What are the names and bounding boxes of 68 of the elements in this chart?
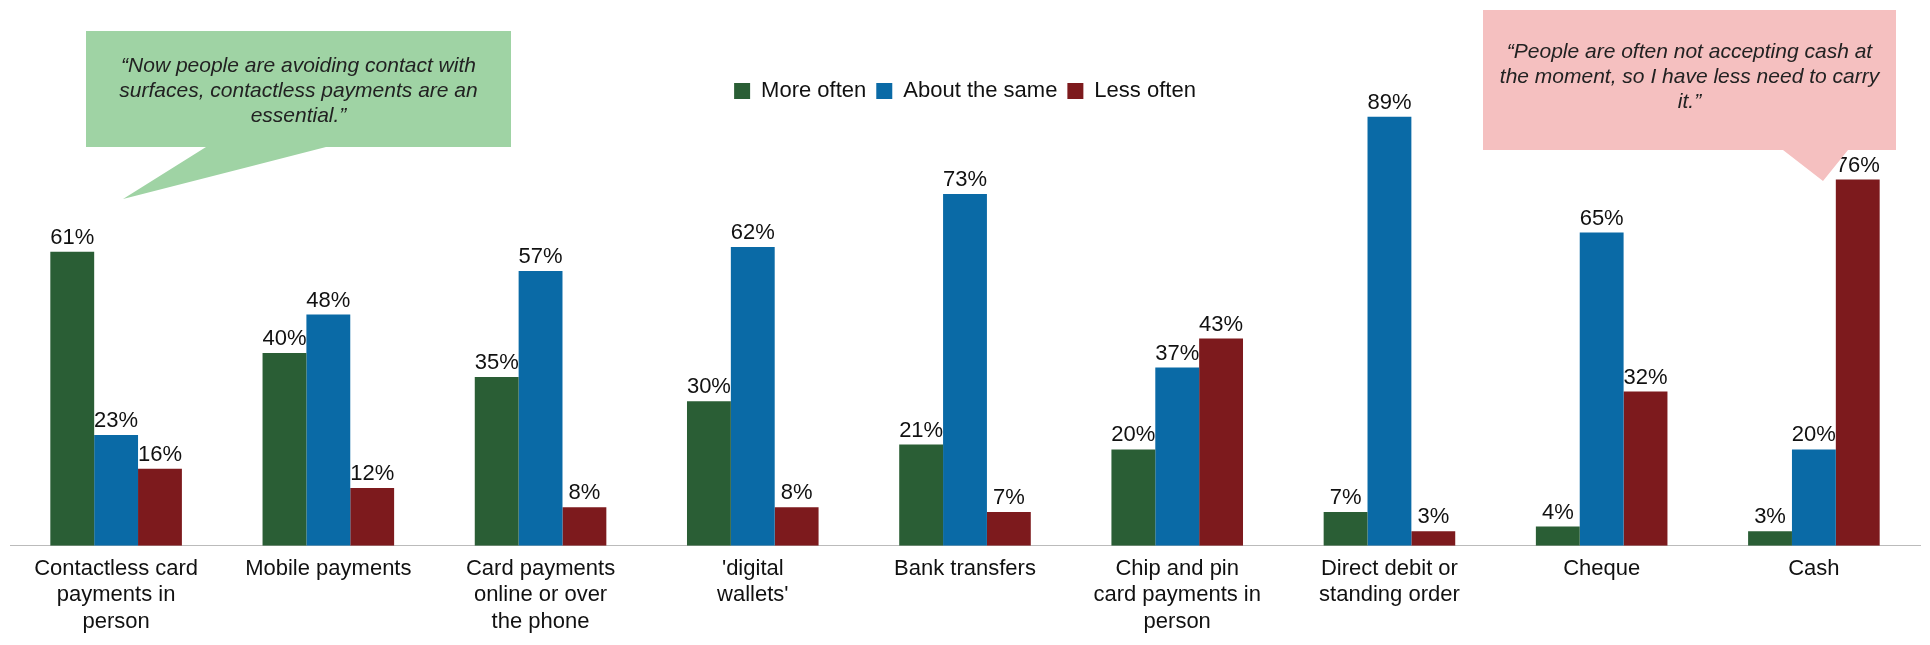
bar [1535,526,1580,546]
bar [1579,232,1624,546]
bar [1367,116,1412,546]
data-label: 48% [306,286,351,312]
bar [1623,391,1668,546]
data-label: 4% [1541,498,1574,524]
bar [562,507,607,546]
data-label: 32% [1623,363,1668,389]
data-label: 21% [899,416,944,442]
data-label: 20% [1791,421,1836,447]
bar [1111,449,1156,546]
data-label: 37% [1155,339,1200,365]
data-label: 61% [50,223,95,249]
data-label: 3% [1754,503,1786,529]
annotation: “Now people are avoiding contact with surfaces, contactless payments are an essential.” [118,51,479,128]
bar [262,353,307,546]
data-label: 7% [1329,484,1362,510]
bar [1323,512,1368,546]
data-label: 23% [94,407,139,432]
legend-label: More often [761,77,867,103]
data-label: 12% [350,460,395,486]
legend-label: About the same [903,77,1058,103]
bar [899,444,944,546]
data-label: 40% [262,325,307,351]
bar [474,377,519,546]
x-tick-label: Chip and pin card payments in person [1093,555,1261,633]
bar [1748,531,1792,546]
x-tick-label: Bank transfers [894,555,1036,581]
data-label: 73% [942,166,988,191]
data-label: 57% [518,243,563,269]
legend-label: Less often [1094,77,1196,103]
bar [1791,449,1836,546]
bar [1835,179,1880,546]
x-tick-label: Card payments online or over the phone [465,555,616,633]
bar [350,487,395,546]
bar [730,246,775,546]
bar [1199,338,1244,546]
bar [774,507,819,546]
data-label: 20% [1111,421,1156,447]
bar [943,193,987,546]
bar [1155,367,1200,546]
data-label: 89% [1367,88,1412,114]
bar [686,401,731,546]
bar [986,512,1031,546]
bar [306,314,351,546]
bar [518,271,563,546]
data-label: 16% [137,440,182,466]
data-label: 8% [780,479,813,505]
data-label: 35% [474,349,519,375]
x-tick-label: Cheque [1563,555,1641,581]
bar [94,434,139,546]
x-tick-label: Mobile payments [245,555,412,581]
text: “People are often not accepting cash at the moment, so I have less need to carry it.” [1498,37,1881,114]
x-tick-label: Direct debit or standing order [1319,555,1460,607]
x-tick-label: Cash [1788,555,1840,581]
data-label: 30% [686,373,731,399]
x-tick-label: Contactless card payments in person [34,555,199,633]
data-label: 62% [730,219,775,245]
bar [1411,531,1456,546]
data-label: 76% [1835,151,1880,177]
x-tick-label: 'digital wallets' [716,555,789,607]
data-label: 8% [568,479,601,505]
bar [50,251,95,546]
data-label: 3% [1417,503,1450,529]
data-label: 7% [992,484,1025,510]
data-label: 43% [1199,310,1244,336]
bar [138,468,182,546]
data-label: 65% [1579,204,1624,230]
